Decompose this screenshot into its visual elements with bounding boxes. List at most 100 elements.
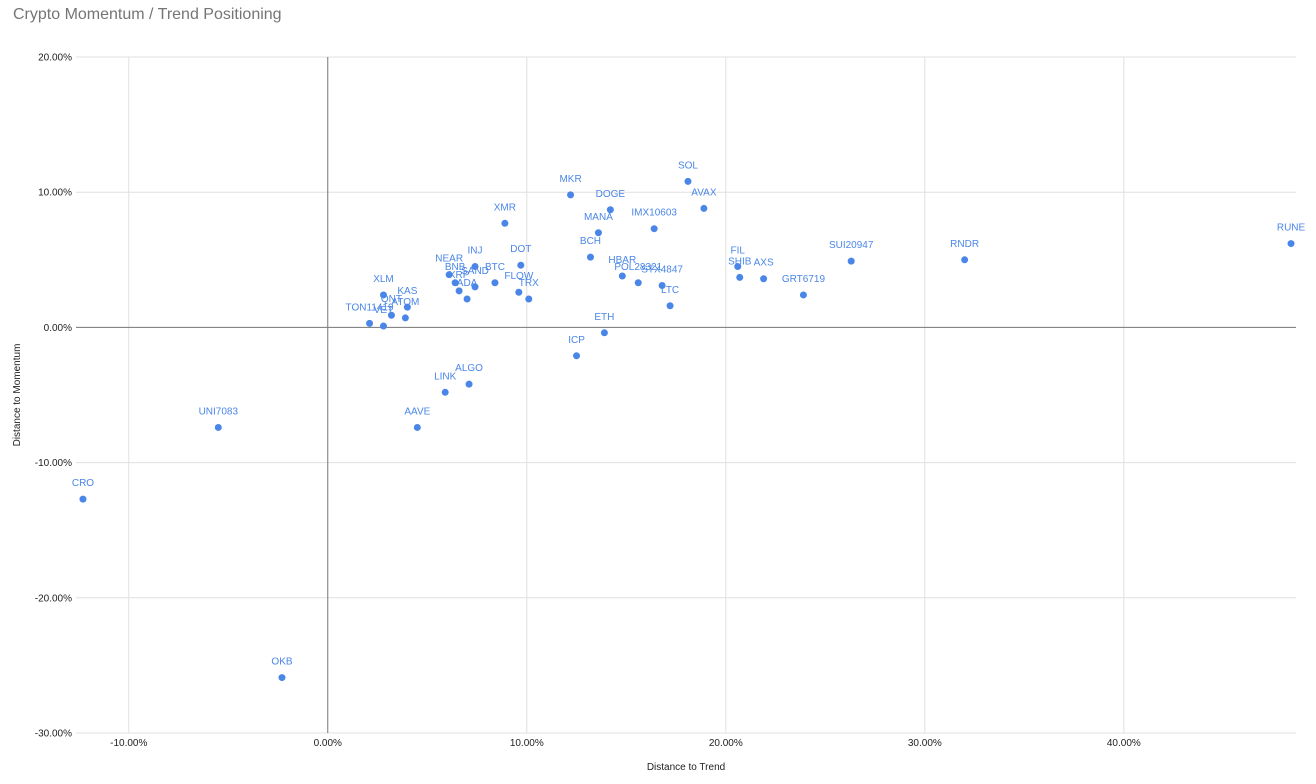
data-point-label: TON11419 [346, 302, 394, 313]
data-point [463, 295, 471, 303]
data-point [594, 229, 602, 237]
data-point-label: XMR [494, 202, 516, 213]
data-point [618, 272, 626, 280]
zero-axes [76, 57, 1296, 733]
data-point [600, 329, 608, 337]
data-point-label: NEAR [435, 254, 463, 265]
data-point [606, 206, 614, 214]
data-point-label: BNB [445, 262, 466, 273]
data-point [684, 177, 692, 185]
x-tick-label: 40.00% [1107, 738, 1141, 749]
data-point [366, 319, 374, 327]
data-point [700, 204, 708, 212]
data-point-label: LTC [661, 285, 679, 296]
data-point-label: KAS [397, 286, 417, 297]
y-axis-ticks: 20.00% 10.00% 0.00% -10.00% -20.00% -30.00% [35, 53, 72, 740]
data-point [666, 302, 674, 310]
data-point-label: TRX [519, 278, 539, 289]
data-point-label: ICP [568, 335, 585, 346]
y-tick-label: -20.00% [35, 593, 72, 604]
data-point-label: AVAX [691, 187, 717, 198]
x-tick-label: 0.00% [314, 738, 342, 749]
data-point-label: DOT [510, 244, 531, 255]
data-point [961, 256, 969, 264]
data-point-label: DOGE [596, 189, 626, 200]
data-point [501, 219, 509, 227]
y-tick-label: 10.00% [38, 188, 72, 199]
data-point [387, 311, 395, 319]
data-point [471, 283, 479, 291]
data-point-label: XLM [373, 274, 394, 285]
data-point [413, 423, 421, 431]
data-point [634, 279, 642, 287]
data-point [491, 279, 499, 287]
data-point-label: MANA [584, 212, 613, 223]
data-point-label: AAVE [404, 406, 430, 417]
data-point [658, 281, 666, 289]
y-tick-label: 0.00% [44, 323, 72, 334]
data-point [847, 257, 855, 265]
x-axis-title: Distance to Trend [647, 762, 725, 773]
data-point-label: ADA [457, 278, 478, 289]
x-tick-label: 30.00% [908, 738, 942, 749]
data-point [445, 271, 453, 279]
data-point [734, 263, 742, 271]
data-point [401, 314, 409, 322]
data-point [736, 273, 744, 281]
data-point-label: RNDR [950, 239, 979, 250]
data-point-label: ETH [594, 312, 614, 323]
data-point-label: AXS [754, 258, 774, 269]
data-point-label: MKR [559, 174, 581, 185]
data-point-label: HBAR [608, 255, 636, 266]
data-point-label: FIL [731, 246, 746, 257]
data-point-label: INJ [468, 246, 483, 257]
x-tick-label: -10.00% [110, 738, 147, 749]
data-point [525, 295, 533, 303]
data-point-label: FLOW [504, 271, 533, 282]
data-point [79, 495, 87, 503]
data-point-label: UNI7083 [199, 406, 239, 417]
data-point [567, 191, 575, 199]
data-point [650, 225, 658, 233]
data-point-label: CRO [72, 478, 94, 489]
data-point [441, 388, 449, 396]
data-point-label: OKB [271, 657, 292, 668]
data-point-label: XRP [449, 270, 470, 281]
data-point-label: SUI20947 [829, 240, 874, 251]
x-tick-label: 10.00% [510, 738, 544, 749]
data-point [379, 291, 387, 299]
data-point [573, 352, 581, 360]
data-point [403, 303, 411, 311]
data-point-label: QNT [381, 294, 402, 305]
x-tick-label: 20.00% [709, 738, 743, 749]
data-point-label: BCH [580, 236, 601, 247]
data-point-label: POL28321 [614, 262, 662, 273]
data-point [451, 279, 459, 287]
y-tick-label: -10.00% [35, 458, 72, 469]
chart-title: Crypto Momentum / Trend Positioning [13, 6, 282, 23]
data-point [517, 261, 525, 269]
data-point-label: LINK [434, 371, 457, 382]
data-point [278, 674, 286, 682]
data-point-label: IMX10603 [631, 208, 677, 219]
data-point [455, 287, 463, 295]
x-axis-ticks: -10.00% 0.00% 10.00% 20.00% 30.00% 40.00% [110, 738, 1141, 749]
data-point-label: VET [374, 305, 393, 316]
y-tick-label: -30.00% [35, 729, 72, 740]
data-point-label: SOL [678, 160, 698, 171]
data-point-label: GRT6719 [782, 274, 826, 285]
data-point [1287, 240, 1295, 248]
data-point-label: ATOM [391, 297, 419, 308]
data-point-label: BTC [485, 262, 505, 273]
data-point [214, 423, 222, 431]
y-axis-title: Distance to Momentum [12, 344, 23, 447]
data-point-label: ALGO [455, 363, 483, 374]
data-point [465, 380, 473, 388]
data-point-label: SHIB [728, 256, 752, 267]
y-tick-label: 20.00% [38, 53, 72, 64]
data-point-label: RUNE [1277, 223, 1306, 234]
data-point-label: SAND [461, 266, 489, 277]
data-point [379, 322, 387, 330]
